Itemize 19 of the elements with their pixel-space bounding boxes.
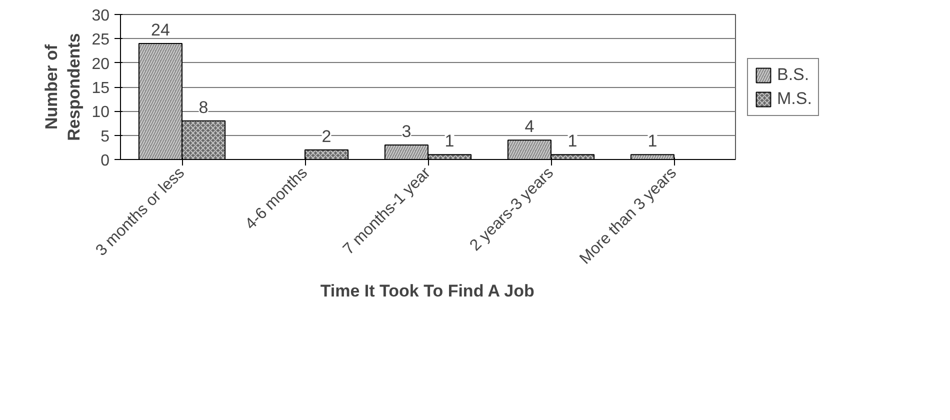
- data-label: 2: [322, 126, 332, 146]
- data-label: 1: [444, 132, 454, 151]
- y-tick-label: 15: [92, 80, 110, 97]
- data-label: 3: [402, 122, 412, 141]
- legend-label: M.S.: [777, 88, 812, 108]
- data-label: 24: [151, 20, 170, 40]
- data-label: 8: [198, 98, 208, 117]
- y-tick-label: 25: [92, 32, 110, 49]
- legend-label: B.S.: [777, 64, 810, 84]
- y-tick-label: 30: [92, 8, 110, 24]
- data-label: 1: [648, 132, 658, 151]
- data-label: 4: [524, 117, 534, 136]
- data-label: 1: [568, 132, 578, 151]
- y-axis-title: Number of Respondents: [42, 33, 84, 141]
- x-axis-title: Time It Took To Find A Job: [320, 282, 534, 301]
- y-tick-label: 20: [92, 56, 110, 73]
- y-tick-label: 10: [92, 104, 110, 122]
- y-tick-label: 5: [100, 128, 110, 146]
- y-tick-label: 0: [100, 152, 110, 170]
